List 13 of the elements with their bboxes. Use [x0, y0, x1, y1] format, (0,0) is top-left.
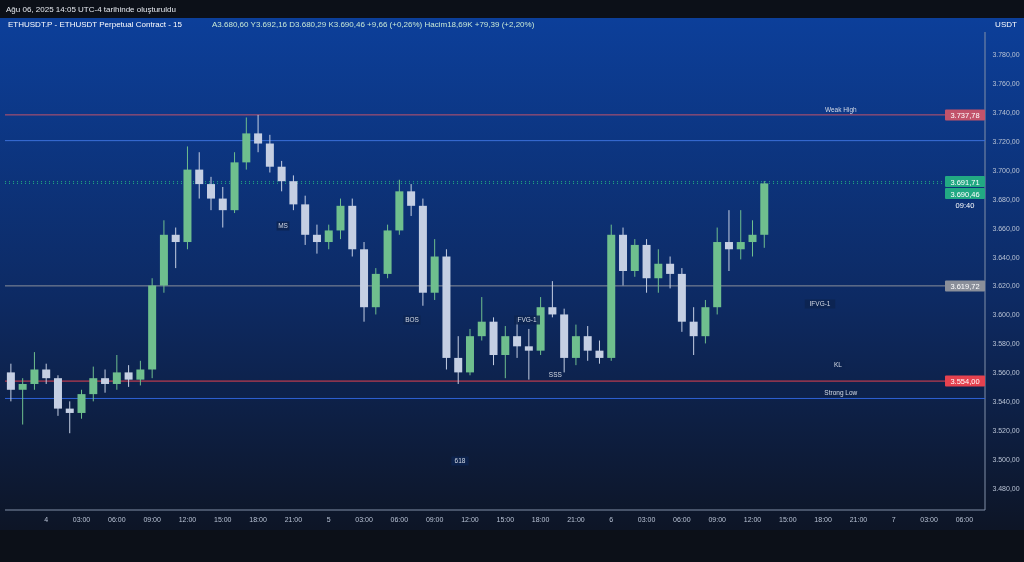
candlestick [136, 360, 145, 386]
candlestick [42, 363, 51, 385]
chart-title: ETHUSDT.P - ETHUSDT Perpetual Contract - 15 [8, 20, 183, 29]
candlestick [524, 328, 533, 381]
candlestick [124, 364, 133, 388]
chart-subtitle: A3.680,60 Y3.692,16 D3.680,29 K3.690,46 +9,66 (+0,26%) Hacim18,69K +79,39 (+2,20%) [212, 20, 535, 29]
y-axis-title: USDT [995, 20, 1017, 29]
candlestick [18, 377, 27, 426]
candlestick [30, 351, 39, 391]
candlestick [112, 354, 121, 391]
candlestick [324, 224, 333, 250]
candlestick [583, 325, 592, 362]
text: Ağu 06, 2025 14:05 UTC-4 tarihinde oluşturuldu [6, 5, 176, 14]
